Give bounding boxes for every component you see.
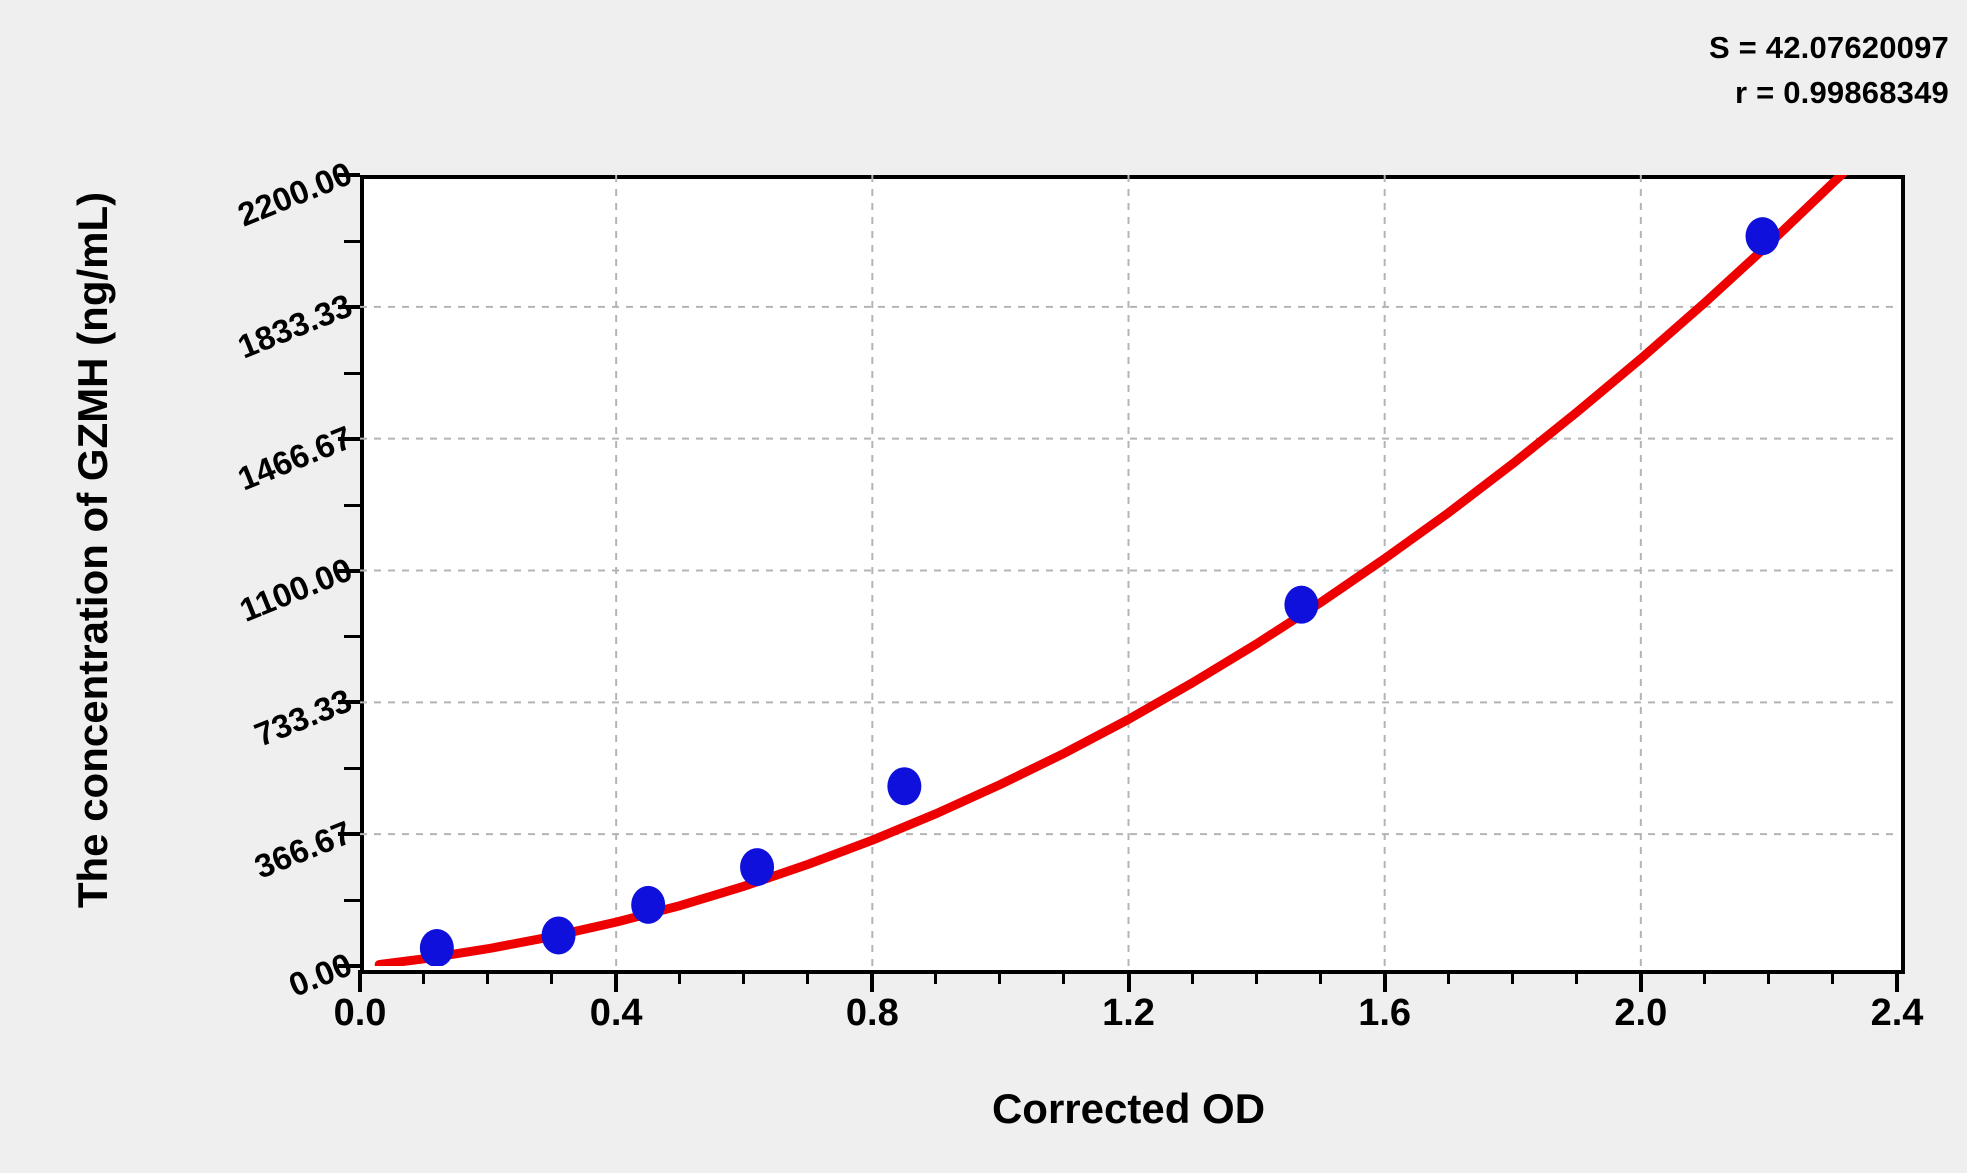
x-minor-tick-mark: [1766, 970, 1770, 984]
x-minor-tick-mark: [742, 970, 746, 984]
x-minor-tick-mark: [1510, 970, 1514, 984]
x-tick-mark: [1126, 970, 1131, 992]
x-tick-mark: [1895, 970, 1899, 992]
x-tick-mark: [1638, 970, 1643, 992]
fit-statistics: S = 42.07620097 r = 0.99868349: [1709, 26, 1949, 116]
x-minor-tick-mark: [678, 970, 682, 984]
x-tick-label: 1.6: [1358, 992, 1412, 1034]
x-minor-tick-mark: [1574, 970, 1578, 984]
y-tick-mark: [338, 700, 360, 705]
x-tick-label: 2.4: [1870, 992, 1924, 1034]
y-minor-tick-mark: [344, 635, 360, 639]
y-minor-tick-mark: [344, 899, 360, 903]
x-tick-mark: [614, 970, 619, 992]
y-tick-label: 1833.33: [232, 286, 357, 366]
y-tick-label: 1100.00: [233, 549, 357, 629]
plot-area: [360, 175, 1905, 974]
x-minor-tick-mark: [1446, 970, 1450, 984]
x-minor-tick-mark: [486, 970, 490, 984]
y-axis-title: The concentration of GZMH (ng/mL): [69, 191, 116, 909]
y-tick-mark: [338, 173, 360, 177]
x-minor-tick-mark: [1190, 970, 1194, 984]
r-value-label: r = 0.99868349: [1735, 74, 1949, 110]
x-tick-label: 0.0: [333, 992, 387, 1034]
y-tick-mark: [338, 436, 360, 441]
x-minor-tick-mark: [422, 970, 426, 984]
x-minor-tick-mark: [1254, 970, 1258, 984]
y-tick-mark: [338, 832, 360, 837]
s-value-label: S = 42.07620097: [1708, 30, 1949, 65]
x-minor-tick-mark: [1702, 970, 1706, 984]
y-tick-mark: [338, 964, 360, 968]
x-minor-tick-mark: [1318, 970, 1322, 984]
y-minor-tick-mark: [344, 503, 360, 507]
x-minor-tick-mark: [998, 970, 1002, 984]
x-tick-mark: [1382, 970, 1387, 992]
y-tick-mark: [338, 304, 360, 309]
x-axis-title: Corrected OD: [991, 1085, 1266, 1132]
x-tick-label: 2.0: [1614, 992, 1668, 1034]
x-minor-tick-mark: [1830, 970, 1834, 984]
x-tick-mark: [358, 970, 362, 992]
y-minor-tick-mark: [344, 767, 360, 771]
x-tick-mark: [870, 970, 875, 992]
x-minor-tick-mark: [1062, 970, 1066, 984]
x-minor-tick-mark: [550, 970, 554, 984]
y-minor-tick-mark: [344, 239, 360, 243]
y-tick-label: 366.67: [249, 813, 357, 886]
x-minor-tick-mark: [934, 970, 938, 984]
y-tick-mark: [338, 568, 360, 573]
y-minor-tick-mark: [344, 371, 360, 375]
y-tick-label: 1466.67: [232, 418, 357, 498]
x-tick-label: 1.2: [1102, 992, 1155, 1034]
y-tick-label: 2200.00: [232, 154, 357, 234]
x-minor-tick-mark: [806, 970, 810, 984]
x-tick-label: 0.4: [589, 992, 643, 1034]
y-tick-label: 733.33: [249, 681, 357, 754]
x-tick-label: 0.8: [845, 992, 899, 1034]
